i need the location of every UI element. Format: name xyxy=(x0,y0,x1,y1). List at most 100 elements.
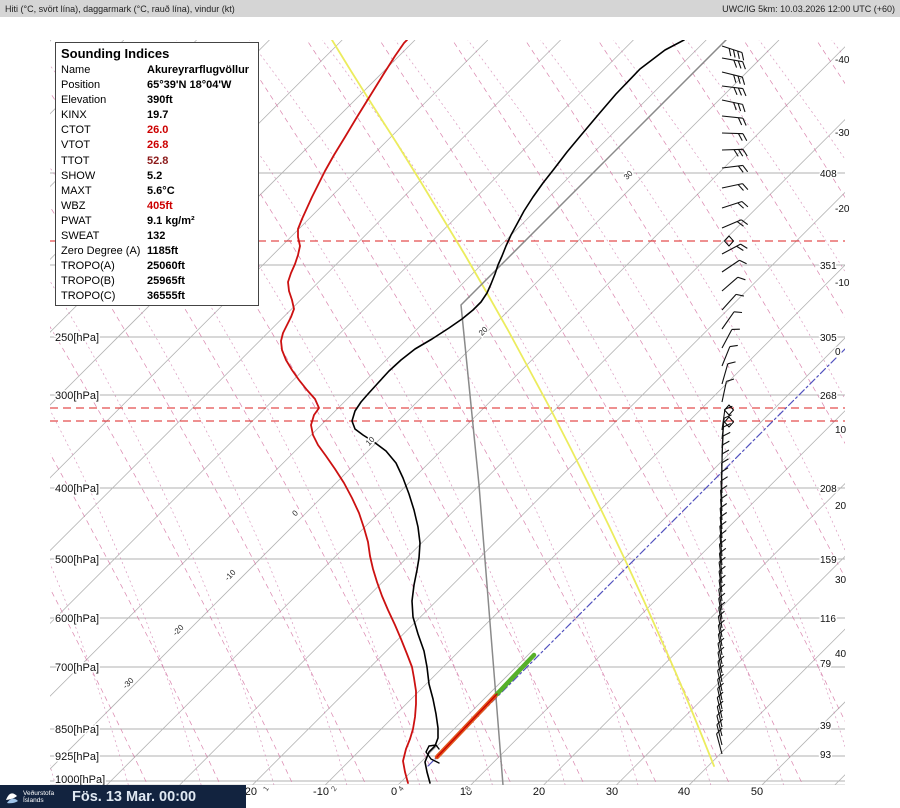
wind-barb xyxy=(717,682,724,710)
wind-barb-staff xyxy=(718,571,723,593)
right-temp-label: 20 xyxy=(835,501,847,512)
isotherm-line xyxy=(106,46,845,785)
wind-barb-staff xyxy=(716,724,723,746)
pressure-axis-label: 600[hPa] xyxy=(55,613,99,625)
wind-barb-staff xyxy=(718,607,723,629)
wind-barb-staff xyxy=(718,589,723,611)
moist-adiabat-line xyxy=(540,40,845,552)
wind-barb-tick xyxy=(717,619,725,626)
wind-barb-tick xyxy=(716,691,724,698)
wind-barb-tick xyxy=(717,655,725,662)
wind-barb-tick xyxy=(737,184,744,191)
temperature-curve xyxy=(351,40,685,784)
tropopause-diamond-marker xyxy=(723,404,735,416)
dry-adiabat-line xyxy=(670,40,845,318)
wind-barb-tick xyxy=(742,117,747,126)
wind-barb xyxy=(718,601,726,629)
mixing-ratio-label: 8 xyxy=(463,784,473,793)
dry-adiabat-line xyxy=(452,40,845,722)
wind-barb-tick xyxy=(718,583,726,590)
wind-barb-staff xyxy=(721,115,743,119)
wind-barb-staff xyxy=(716,706,723,728)
wind-barb-tick xyxy=(736,221,744,227)
temp-axis-label: 30 xyxy=(606,786,618,798)
wind-barb-tick xyxy=(717,673,724,680)
wind-barb xyxy=(721,219,749,229)
wind-barb-staff xyxy=(721,294,737,311)
wind-barb xyxy=(717,619,725,647)
isotherm-line xyxy=(50,40,52,42)
wind-barb xyxy=(718,538,727,566)
wind-barb-tick xyxy=(719,520,727,527)
sounding-indices-panel: Sounding Indices Name Akureyrarflugvöllur… xyxy=(55,42,259,306)
index-label: Position xyxy=(61,79,101,92)
wind-barb-tick xyxy=(733,311,743,314)
wind-barb-staff xyxy=(717,625,723,647)
mixing-ratio-label: 4 xyxy=(396,784,406,793)
wind-barb-tick xyxy=(718,574,726,581)
wind-barb-staff xyxy=(721,132,744,135)
wind-barb-tick xyxy=(740,219,749,226)
height-axis-label: 39 xyxy=(820,721,832,732)
index-row: Position 65°39'N 18°04'W xyxy=(56,78,258,93)
index-label: TROPO(C) xyxy=(61,290,116,303)
index-value: 52.8 xyxy=(147,154,169,167)
index-row: WBZ 405ft xyxy=(56,199,258,214)
wind-barb-tick xyxy=(733,102,737,111)
wind-barb xyxy=(718,556,726,584)
wind-barb xyxy=(717,655,725,683)
logo-text: Veðurstofa Íslands xyxy=(23,790,54,804)
wind-barb-tick xyxy=(741,52,745,61)
wind-barb-tick xyxy=(716,727,723,735)
index-label: SWEAT xyxy=(61,230,100,243)
right-temp-label: 40 xyxy=(835,649,847,660)
wind-barb xyxy=(718,565,726,593)
wind-barb xyxy=(721,71,746,85)
wind-barb-tick xyxy=(737,165,744,173)
temp-axis-label: -10 xyxy=(313,786,329,798)
wind-barb xyxy=(718,583,726,611)
wind-barb-tick xyxy=(742,165,749,173)
wind-barb-tick xyxy=(733,149,739,157)
wind-barb-staff xyxy=(717,634,723,656)
wind-barb-tick xyxy=(732,49,736,58)
index-label: CTOT xyxy=(61,124,91,137)
surface-parcel-marker xyxy=(425,744,440,764)
index-label: TTOT xyxy=(61,154,90,167)
index-label: TROPO(B) xyxy=(61,275,115,288)
wind-barb-staff xyxy=(721,164,743,169)
wind-barb-staff xyxy=(717,688,723,710)
dry-adiabat-line xyxy=(816,40,845,85)
dry-adiabat-line xyxy=(50,326,294,785)
wind-barb-staff xyxy=(721,311,735,330)
wind-barb-tick xyxy=(737,50,740,60)
index-row: SHOW 5.2 xyxy=(56,169,258,184)
wind-barb xyxy=(721,164,749,173)
wind-barb-tick xyxy=(738,133,743,141)
pressure-axis-label: 400[hPa] xyxy=(55,483,99,495)
wind-barb xyxy=(718,574,726,602)
index-value: 26.0 xyxy=(147,124,169,137)
wind-barb-staff xyxy=(717,616,723,638)
index-label: WBZ xyxy=(61,199,86,212)
wind-barb-tick xyxy=(737,60,742,69)
temp-axis-label: 50 xyxy=(751,786,763,798)
wind-barb-tick xyxy=(718,601,726,608)
wind-barb-staff xyxy=(719,535,723,557)
wind-barb xyxy=(716,700,724,728)
indices-rows: Name Akureyrarflugvöllur Position 65°39'N 1… xyxy=(56,63,258,305)
wind-barb-tick xyxy=(717,610,725,617)
index-value: 390ft xyxy=(147,94,173,107)
isotherm-line xyxy=(50,40,707,697)
wind-barb-tick xyxy=(733,74,737,83)
valid-time: Fös. 13 Mar. 00:00 xyxy=(72,788,197,805)
wind-barb-staff xyxy=(719,517,723,539)
wind-barb-staff xyxy=(718,562,723,584)
index-row: TROPO(C) 36555ft xyxy=(56,289,258,304)
dry-adiabat-line xyxy=(597,40,845,444)
right-temp-label: 0 xyxy=(835,347,841,358)
index-row: KINX 19.7 xyxy=(56,108,258,123)
index-row: SWEAT 132 xyxy=(56,229,258,244)
isotherm-line xyxy=(688,628,845,785)
isotherm-line xyxy=(179,119,845,785)
